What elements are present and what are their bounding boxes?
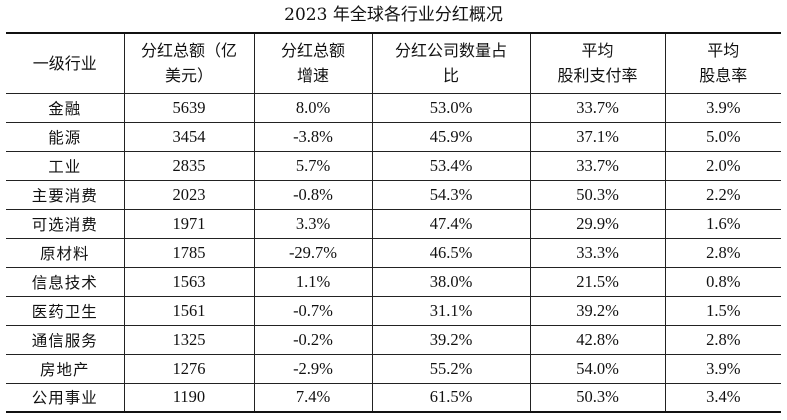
cell-payout-ratio: 29.9%	[529, 209, 666, 239]
header-line: 比	[442, 66, 459, 86]
header-line: 分红总额	[280, 41, 345, 61]
table-row: 原材料 1785 -29.7% 46.5% 33.3% 2.8%	[6, 238, 781, 268]
cell-industry: 信息技术	[6, 267, 125, 297]
cell-total-dividend: 1276	[123, 354, 255, 384]
cell-dividend-yield: 3.4%	[664, 383, 781, 413]
cell-dividend-yield: 2.2%	[664, 180, 781, 210]
table-row: 医药卫生 1561 -0.7% 31.1% 39.2% 1.5%	[6, 296, 781, 326]
cell-dividend-yield: 5.0%	[664, 122, 781, 152]
cell-payer-share: 55.2%	[371, 354, 531, 384]
cell-payout-ratio: 37.1%	[529, 122, 666, 152]
cell-total-dividend: 1561	[123, 296, 255, 326]
cell-dividend-growth: -29.7%	[253, 238, 373, 268]
cell-dividend-growth: 1.1%	[253, 267, 373, 297]
cell-dividend-growth: -0.7%	[253, 296, 373, 326]
header-dividend-growth: 分红总额 增速	[253, 32, 373, 94]
header-dividend-yield: 平均 股息率	[664, 32, 781, 94]
cell-dividend-growth: -0.2%	[253, 325, 373, 355]
cell-total-dividend: 3454	[123, 122, 255, 152]
table-row: 主要消费 2023 -0.8% 54.3% 50.3% 2.2%	[6, 180, 781, 210]
header-row: 一级行业 分红总额（亿 美元） 分红总额 增速 分红公司数量占 比 平均 股利支…	[6, 32, 781, 94]
cell-total-dividend: 2023	[123, 180, 255, 210]
cell-industry: 可选消费	[6, 209, 125, 239]
header-payer-share: 分红公司数量占 比	[371, 32, 531, 94]
cell-payout-ratio: 42.8%	[529, 325, 666, 355]
cell-payout-ratio: 50.3%	[529, 383, 666, 413]
header-line: 股息率	[699, 66, 748, 86]
cell-total-dividend: 1785	[123, 238, 255, 268]
cell-payer-share: 45.9%	[371, 122, 531, 152]
cell-industry: 医药卫生	[6, 296, 125, 326]
cell-payer-share: 38.0%	[371, 267, 531, 297]
cell-payer-share: 54.3%	[371, 180, 531, 210]
cell-dividend-yield: 3.9%	[664, 354, 781, 384]
header-line: 分红公司数量占	[394, 41, 507, 61]
cell-dividend-yield: 2.8%	[664, 325, 781, 355]
header-line: 股利支付率	[557, 66, 638, 86]
cell-payout-ratio: 54.0%	[529, 354, 666, 384]
cell-dividend-growth: -0.8%	[253, 180, 373, 210]
header-total-dividend: 分红总额（亿 美元）	[123, 32, 255, 94]
cell-dividend-yield: 0.8%	[664, 267, 781, 297]
table-row: 通信服务 1325 -0.2% 39.2% 42.8% 2.8%	[6, 325, 781, 355]
cell-dividend-yield: 2.8%	[664, 238, 781, 268]
cell-dividend-growth: -3.8%	[253, 122, 373, 152]
table-row: 金融 5639 8.0% 53.0% 33.7% 3.9%	[6, 93, 781, 123]
cell-payer-share: 47.4%	[371, 209, 531, 239]
cell-industry: 房地产	[6, 354, 125, 384]
table-row: 工业 2835 5.7% 53.4% 33.7% 2.0%	[6, 151, 781, 181]
header-line: 美元）	[164, 66, 213, 86]
cell-industry: 公用事业	[6, 383, 125, 413]
table-body: 金融 5639 8.0% 53.0% 33.7% 3.9% 能源 3454 -3.8% 45.9%…	[6, 93, 781, 413]
cell-industry: 主要消费	[6, 180, 125, 210]
cell-dividend-growth: 7.4%	[253, 383, 373, 413]
cell-payout-ratio: 33.7%	[529, 151, 666, 181]
cell-payout-ratio: 33.7%	[529, 93, 666, 123]
cell-payer-share: 39.2%	[371, 325, 531, 355]
cell-dividend-growth: 5.7%	[253, 151, 373, 181]
table-row: 公用事业 1190 7.4% 61.5% 50.3% 3.4%	[6, 383, 781, 413]
header-line: 分红总额（亿	[140, 41, 237, 61]
cell-total-dividend: 1971	[123, 209, 255, 239]
cell-total-dividend: 1190	[123, 383, 255, 413]
cell-payer-share: 53.4%	[371, 151, 531, 181]
cell-industry: 原材料	[6, 238, 125, 268]
header-line: 平均	[707, 41, 740, 61]
header-line: 增速	[296, 66, 329, 86]
cell-dividend-growth: 3.3%	[253, 209, 373, 239]
cell-payout-ratio: 21.5%	[529, 267, 666, 297]
cell-industry: 金融	[6, 93, 125, 123]
cell-industry: 通信服务	[6, 325, 125, 355]
cell-dividend-yield: 1.6%	[664, 209, 781, 239]
header-payout-ratio: 平均 股利支付率	[529, 32, 666, 94]
cell-payout-ratio: 33.3%	[529, 238, 666, 268]
cell-dividend-growth: 8.0%	[253, 93, 373, 123]
table-row: 房地产 1276 -2.9% 55.2% 54.0% 3.9%	[6, 354, 781, 384]
dividend-table: 一级行业 分红总额（亿 美元） 分红总额 增速 分红公司数量占 比 平均 股利支…	[6, 32, 781, 413]
cell-payer-share: 53.0%	[371, 93, 531, 123]
cell-dividend-growth: -2.9%	[253, 354, 373, 384]
cell-total-dividend: 1563	[123, 267, 255, 297]
cell-payer-share: 61.5%	[371, 383, 531, 413]
cell-dividend-yield: 2.0%	[664, 151, 781, 181]
cell-dividend-yield: 3.9%	[664, 93, 781, 123]
cell-industry: 工业	[6, 151, 125, 181]
cell-payer-share: 46.5%	[371, 238, 531, 268]
table-title: 2023 年全球各行业分红概况	[284, 5, 503, 25]
table-row: 能源 3454 -3.8% 45.9% 37.1% 5.0%	[6, 122, 781, 152]
cell-total-dividend: 2835	[123, 151, 255, 181]
cell-total-dividend: 1325	[123, 325, 255, 355]
header-line: 一级行业	[32, 53, 97, 73]
table-row: 信息技术 1563 1.1% 38.0% 21.5% 0.8%	[6, 267, 781, 297]
cell-industry: 能源	[6, 122, 125, 152]
cell-payout-ratio: 39.2%	[529, 296, 666, 326]
cell-total-dividend: 5639	[123, 93, 255, 123]
header-line: 平均	[581, 41, 614, 61]
cell-payer-share: 31.1%	[371, 296, 531, 326]
cell-payout-ratio: 50.3%	[529, 180, 666, 210]
cell-dividend-yield: 1.5%	[664, 296, 781, 326]
header-industry: 一级行业	[6, 32, 125, 94]
table-row: 可选消费 1971 3.3% 47.4% 29.9% 1.6%	[6, 209, 781, 239]
